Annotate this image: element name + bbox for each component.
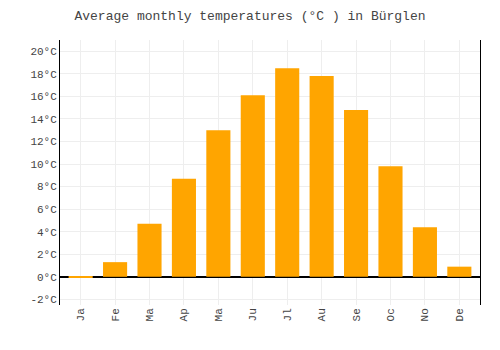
svg-text:8°C: 8°C bbox=[37, 181, 57, 193]
svg-text:Au: Au bbox=[316, 308, 328, 321]
svg-text:20°C: 20°C bbox=[30, 46, 57, 58]
svg-text:Ma: Ma bbox=[213, 308, 225, 322]
svg-text:10°C: 10°C bbox=[30, 159, 57, 171]
svg-text:0°C: 0°C bbox=[37, 272, 57, 284]
svg-text:Jl: Jl bbox=[282, 308, 294, 321]
svg-text:De: De bbox=[454, 308, 466, 321]
svg-text:-2°C: -2°C bbox=[30, 294, 57, 306]
svg-text:Oc: Oc bbox=[385, 308, 397, 321]
svg-text:2°C: 2°C bbox=[37, 249, 57, 261]
svg-text:Ap: Ap bbox=[179, 308, 191, 321]
svg-text:Se: Se bbox=[351, 308, 363, 321]
svg-text:4°C: 4°C bbox=[37, 227, 57, 239]
svg-text:18°C: 18°C bbox=[30, 69, 57, 81]
svg-text:Ju: Ju bbox=[247, 308, 259, 321]
svg-text:Fe: Fe bbox=[110, 308, 122, 321]
svg-text:12°C: 12°C bbox=[30, 136, 57, 148]
svg-text:Ja: Ja bbox=[75, 308, 87, 322]
svg-text:16°C: 16°C bbox=[30, 91, 57, 103]
svg-text:Average monthly temperatures (: Average monthly temperatures (°C ) in Bü… bbox=[74, 9, 425, 24]
svg-text:Ma: Ma bbox=[144, 308, 156, 322]
svg-text:No: No bbox=[419, 308, 431, 321]
svg-text:14°C: 14°C bbox=[30, 114, 57, 126]
svg-text:6°C: 6°C bbox=[37, 204, 57, 216]
